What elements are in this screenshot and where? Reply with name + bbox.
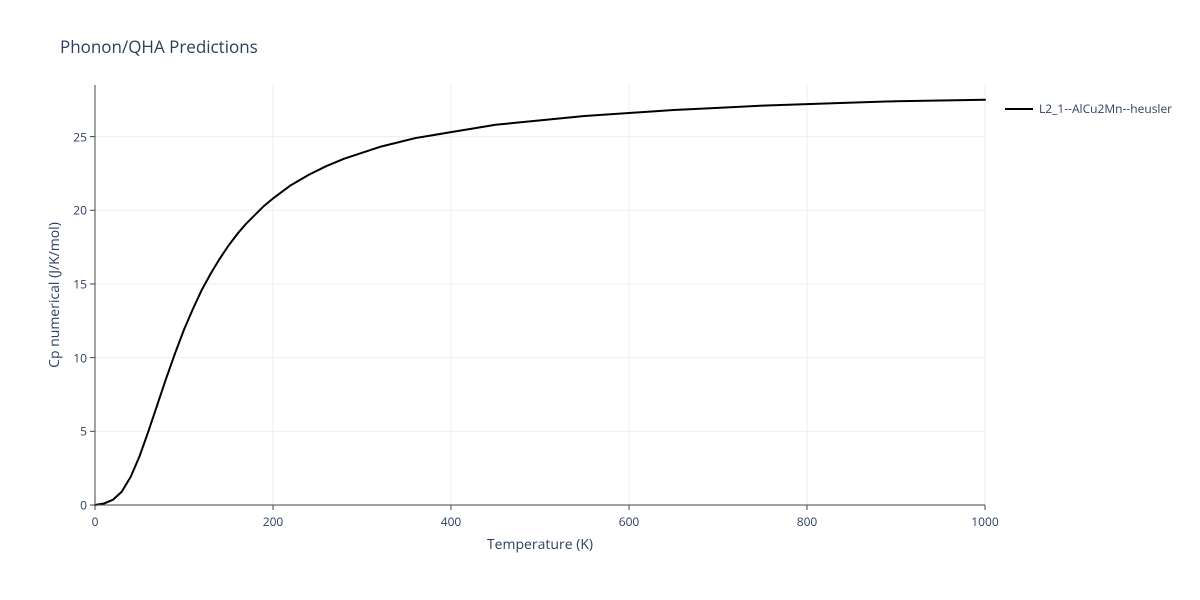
- y-tick-label: 15: [65, 275, 87, 292]
- y-tick-label: 0: [65, 497, 87, 514]
- legend-label: L2_1--AlCu2Mn--heusler: [1039, 100, 1172, 117]
- plot-svg: [95, 85, 987, 507]
- y-tick-label: 25: [65, 128, 87, 145]
- y-tick-label: 5: [65, 423, 87, 440]
- y-tick-label: 10: [65, 349, 87, 366]
- x-tick-label: 600: [619, 513, 640, 530]
- y-tick-label: 20: [65, 202, 87, 219]
- x-tick-label: 200: [263, 513, 284, 530]
- x-tick-label: 800: [797, 513, 818, 530]
- x-tick-label: 1000: [971, 513, 998, 530]
- x-axis-label: Temperature (K): [480, 535, 600, 554]
- legend-line-icon: [1005, 108, 1033, 110]
- legend[interactable]: L2_1--AlCu2Mn--heusler: [1005, 100, 1172, 117]
- chart-container: Phonon/QHA Predictions Temperature (K) C…: [0, 0, 1200, 600]
- y-axis-label: Cp numerical (J/K/mol): [45, 215, 64, 375]
- chart-title: Phonon/QHA Predictions: [60, 35, 258, 58]
- x-tick-label: 0: [92, 513, 99, 530]
- x-tick-label: 400: [441, 513, 462, 530]
